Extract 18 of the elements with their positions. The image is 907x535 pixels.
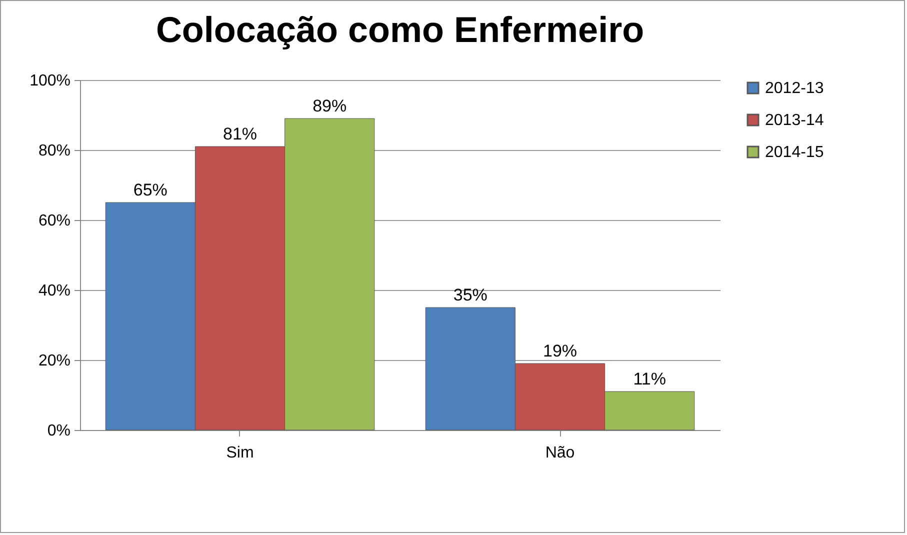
data-label: 19% — [542, 342, 578, 360]
y-tick-label: 20% — [38, 352, 70, 370]
legend-label: 2014-15 — [765, 144, 824, 161]
chart-title: Colocação como Enfermeiro — [156, 9, 644, 50]
data-label: 11% — [633, 370, 666, 388]
y-tick-label: 80% — [38, 142, 70, 160]
x-tick-label: Sim — [226, 444, 254, 462]
data-label: 81% — [222, 124, 258, 144]
x-tick-label: Não — [545, 444, 575, 462]
y-tick-label: 100% — [30, 72, 70, 90]
y-tick-label: 0% — [47, 422, 70, 440]
y-tick-label: 40% — [38, 282, 70, 300]
data-label: 35% — [453, 286, 488, 304]
y-tick-label: 60% — [38, 212, 70, 230]
legend-label: 2013-14 — [765, 112, 824, 129]
data-label: 89% — [312, 96, 347, 116]
legend-label: 2012-13 — [765, 80, 824, 97]
data-label: 65% — [133, 180, 168, 200]
